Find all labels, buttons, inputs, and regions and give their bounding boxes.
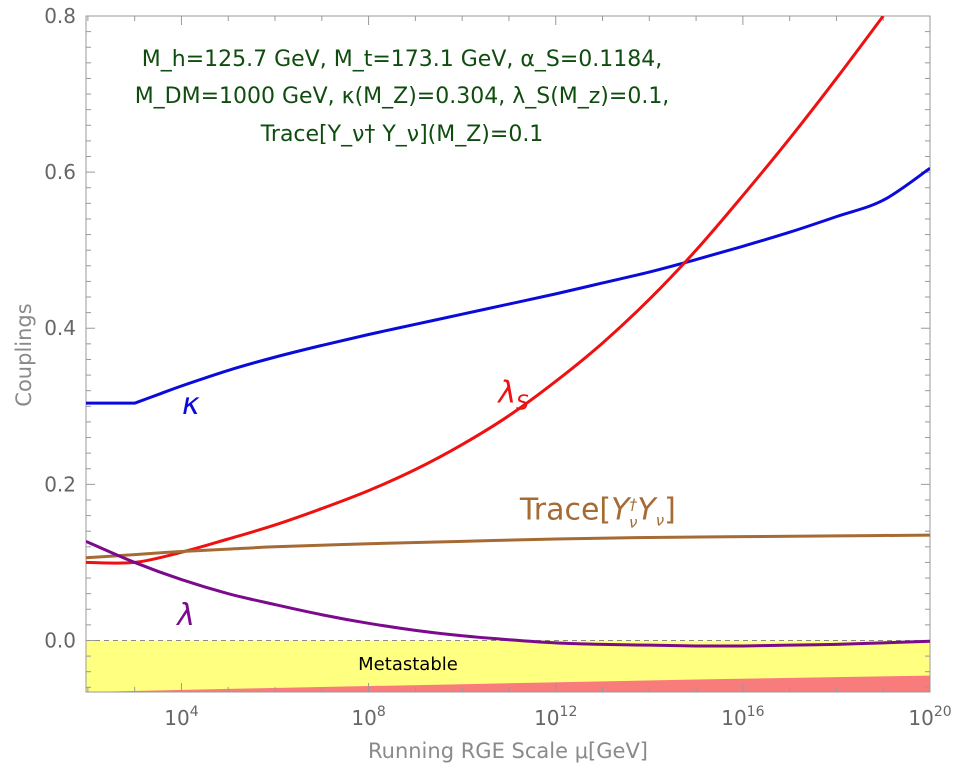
parameters-line-3: Trace[Y_ν† Y_ν](M_Z)=0.1 xyxy=(260,122,544,147)
x-tick-label: 1020 xyxy=(908,704,951,730)
y-tick-labels: 0.0 0.2 0.4 0.6 0.8 xyxy=(44,4,76,652)
x-axis-label: Running RGE Scale μ[GeV] xyxy=(368,739,648,763)
trace-yukawa-curve xyxy=(86,533,930,560)
lambda-curve xyxy=(86,539,930,648)
lambda-curve-label: λ xyxy=(175,598,195,633)
lambda-s-curve-label: λS xyxy=(496,375,529,414)
plot-frame xyxy=(85,15,931,693)
y-tick-label: 0.6 xyxy=(44,160,76,184)
y-tick-label: 0.8 xyxy=(44,4,76,28)
metastable-region xyxy=(86,640,930,692)
x-tick-label: 1016 xyxy=(721,704,764,730)
kappa-curve-label: κ xyxy=(182,387,200,422)
trace-curve-label: Trace[Y† νYν] xyxy=(519,492,676,531)
metastable-label: Metastable xyxy=(358,654,458,675)
unstable-region xyxy=(86,675,930,692)
axis-ticks xyxy=(86,15,931,692)
parameters-line-2: M_DM=1000 GeV, κ(M_Z)=0.304, λ_S(M_z)=0.… xyxy=(135,84,670,109)
y-tick-label: 0.0 xyxy=(44,628,76,652)
x-tick-labels: 104 108 1012 1016 1020 xyxy=(164,704,951,730)
x-tick-label: 1012 xyxy=(534,704,577,730)
x-tick-label: 108 xyxy=(351,704,385,730)
y-tick-label: 0.2 xyxy=(44,472,76,496)
y-axis-label: Couplings xyxy=(12,303,36,406)
parameters-annotation: M_h=125.7 GeV, M_t=173.1 GeV, α_S=0.1184… xyxy=(135,47,670,147)
series-layer xyxy=(86,16,930,648)
y-tick-label: 0.4 xyxy=(44,316,76,340)
parameters-line-1: M_h=125.7 GeV, M_t=173.1 GeV, α_S=0.1184… xyxy=(142,47,662,72)
lambda-s-curve xyxy=(86,16,885,565)
kappa-curve xyxy=(86,166,930,405)
x-tick-label: 104 xyxy=(164,704,198,730)
